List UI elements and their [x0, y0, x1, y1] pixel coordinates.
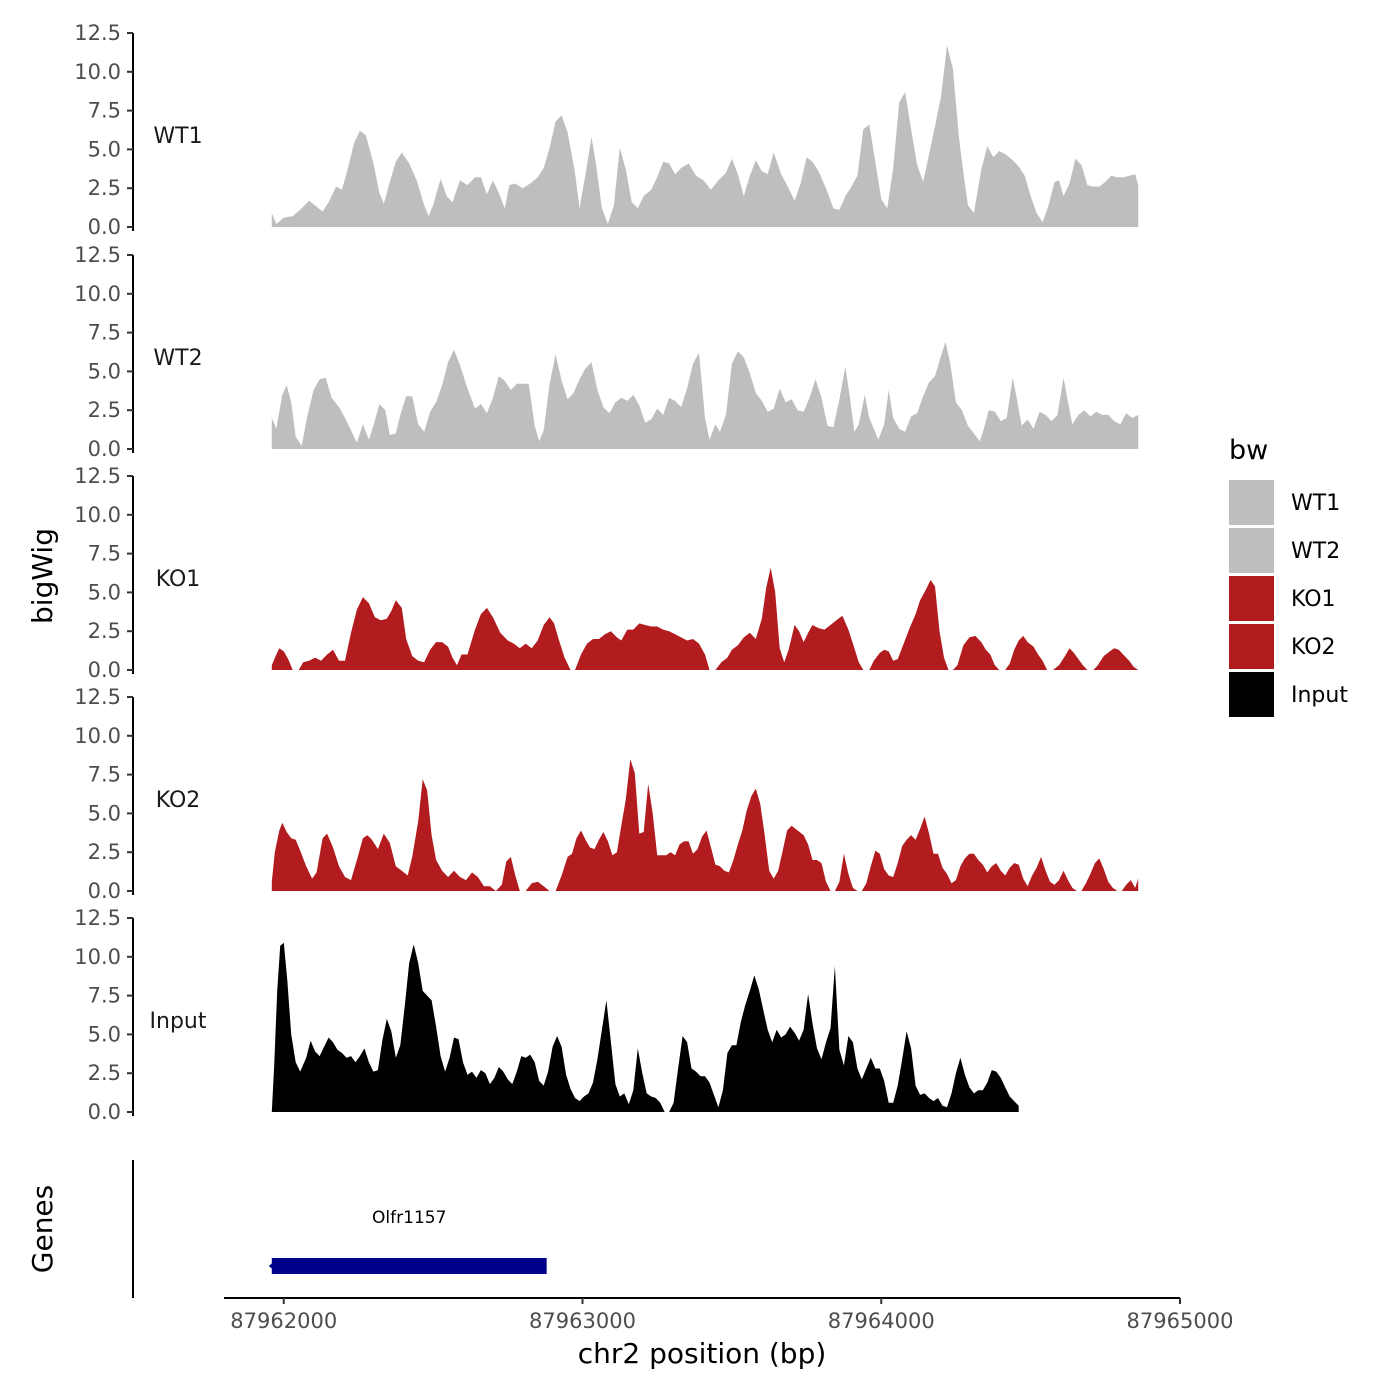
- x-tick-label: 87962000: [230, 1309, 337, 1333]
- x-tick-label: 87964000: [828, 1309, 935, 1333]
- track-label-wt2: WT2: [153, 346, 202, 371]
- legend-label: KO1: [1291, 587, 1336, 612]
- track-wt1: 0.0 2.5 5.0 7.5 10.0 12.5 WT1: [74, 21, 1139, 239]
- y-tick-label: 10.0: [74, 945, 121, 969]
- legend-item-wt1: WT1: [1229, 480, 1340, 525]
- y-tick-label: 7.5: [88, 542, 121, 566]
- area-input: [271, 942, 1019, 1112]
- track-wt2: 0.0 2.5 5.0 7.5 10.0 12.5 WT2: [74, 243, 1139, 461]
- gene-bar: [271, 1258, 547, 1274]
- y-tick-label: 5.0: [88, 137, 121, 161]
- track-panels: 0.0 2.5 5.0 7.5 10.0 12.5 WT1 0.0 2.5 5.0 7.5 10.0 1…: [74, 21, 1139, 1124]
- y-tick-label: 5.0: [88, 801, 121, 825]
- area-wt1: [271, 45, 1139, 228]
- track-label-ko1: KO1: [156, 567, 201, 592]
- gene-strand-arrow: [268, 1261, 275, 1271]
- y-tick-label: 0.0: [88, 658, 121, 682]
- area-ko1: [271, 567, 1139, 670]
- y-tick-label: 12.5: [74, 906, 121, 930]
- area-ko2: [271, 759, 1139, 891]
- y-tick-label: 5.0: [88, 1022, 121, 1046]
- y-tick-label: 7.5: [88, 984, 121, 1008]
- y-tick-label: 12.5: [74, 21, 121, 45]
- y-tick-label: 10.0: [74, 724, 121, 748]
- track-input: 0.0 2.5 5.0 7.5 10.0 12.5 Input: [74, 906, 1019, 1124]
- legend: bw WT1 WT2 KO1 KO2 Input: [1229, 435, 1348, 717]
- y-tick-label: 0.0: [88, 215, 121, 239]
- y-tick-label: 5.0: [88, 580, 121, 604]
- legend-label: Input: [1291, 683, 1348, 708]
- legend-item-wt2: WT2: [1229, 528, 1340, 573]
- genes-axis-title: Genes: [26, 1185, 59, 1273]
- area-wt2: [271, 341, 1139, 449]
- y-tick-label: 10.0: [74, 282, 121, 306]
- legend-swatch: [1229, 576, 1274, 621]
- y-tick-label: 10.0: [74, 60, 121, 84]
- legend-swatch: [1229, 480, 1274, 525]
- y-tick-label: 2.5: [88, 1061, 121, 1085]
- y-tick-label: 12.5: [74, 685, 121, 709]
- y-tick-label: 7.5: [88, 763, 121, 787]
- track-ko1: 0.0 2.5 5.0 7.5 10.0 12.5 KO1: [74, 464, 1139, 682]
- track-ko2: 0.0 2.5 5.0 7.5 10.0 12.5 KO2: [74, 685, 1139, 903]
- x-tick-label: 87963000: [529, 1309, 636, 1333]
- y-tick-label: 12.5: [74, 243, 121, 267]
- y-tick-label: 5.0: [88, 359, 121, 383]
- y-tick-label: 7.5: [88, 99, 121, 123]
- x-tick-label: 87965000: [1127, 1309, 1234, 1333]
- y-tick-label: 2.5: [88, 619, 121, 643]
- x-axis-title: chr2 position (bp): [578, 1337, 827, 1370]
- legend-swatch: [1229, 528, 1274, 573]
- legend-swatch: [1229, 624, 1274, 669]
- gene-label: Olfr1157: [372, 1208, 446, 1228]
- x-axis: chr2 position (bp) 87962000 87963000 87964…: [224, 1297, 1234, 1370]
- y-tick-label: 2.5: [88, 398, 121, 422]
- legend-label: WT1: [1291, 491, 1340, 516]
- track-label-ko2: KO2: [156, 788, 201, 813]
- track-label-input: Input: [150, 1009, 207, 1034]
- y-tick-label: 12.5: [74, 464, 121, 488]
- legend-label: KO2: [1291, 635, 1336, 660]
- legend-item-ko1: KO1: [1229, 576, 1336, 621]
- legend-swatch: [1229, 672, 1274, 717]
- y-tick-label: 2.5: [88, 840, 121, 864]
- y-tick-label: 2.5: [88, 176, 121, 200]
- y-tick-label: 7.5: [88, 321, 121, 345]
- y-axis-title: bigWig: [26, 528, 59, 624]
- y-tick-label: 10.0: [74, 503, 121, 527]
- legend-item-input: Input: [1229, 672, 1348, 717]
- y-tick-label: 0.0: [88, 437, 121, 461]
- legend-title: bw: [1229, 435, 1268, 466]
- track-label-wt1: WT1: [153, 124, 202, 149]
- legend-item-ko2: KO2: [1229, 624, 1336, 669]
- y-tick-label: 0.0: [88, 1100, 121, 1124]
- genes-panel: Genes Olfr1157: [26, 1160, 547, 1298]
- legend-label: WT2: [1291, 539, 1340, 564]
- y-tick-label: 0.0: [88, 879, 121, 903]
